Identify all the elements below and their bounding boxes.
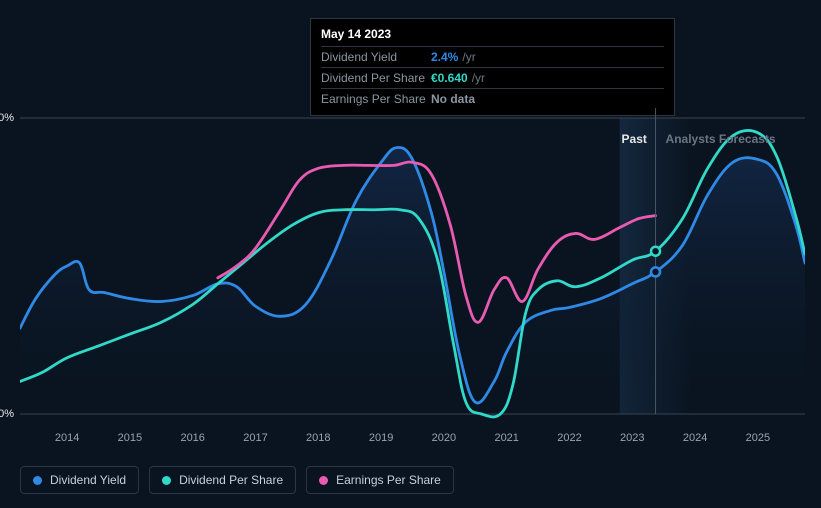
tooltip-row: Dividend Per Share€0.640/yr — [321, 68, 664, 89]
tooltip-row-value: €0.640 — [431, 71, 468, 85]
chart-plot-area: 5.0% 0% — [20, 108, 805, 428]
tooltip-row-label: Dividend Yield — [321, 50, 431, 64]
legend-label: Earnings Per Share — [336, 473, 441, 487]
x-tick: 2019 — [369, 432, 393, 444]
x-axis: 2014 2015 2016 2017 2018 2019 2020 2021 2022 2023… — [20, 428, 805, 448]
x-tick: 2022 — [557, 432, 581, 444]
region-label-forecast: Analysts Forecasts — [666, 132, 776, 146]
x-tick: 2020 — [432, 432, 456, 444]
legend-item-earnings-per-share[interactable]: Earnings Per Share — [306, 466, 454, 494]
x-tick: 2025 — [746, 432, 770, 444]
y-tick-max: 5.0% — [0, 112, 20, 124]
tooltip-row-unit: /yr — [462, 50, 475, 64]
x-tick: 2024 — [683, 432, 707, 444]
x-tick: 2015 — [118, 432, 142, 444]
chart-legend: Dividend Yield Dividend Per Share Earnin… — [20, 466, 454, 494]
tooltip-row-value: 2.4% — [431, 50, 458, 64]
x-tick: 2021 — [494, 432, 518, 444]
x-tick: 2014 — [55, 432, 79, 444]
x-tick: 2016 — [180, 432, 204, 444]
legend-dot-icon — [162, 476, 171, 485]
x-tick: 2018 — [306, 432, 330, 444]
tooltip-row: Dividend Yield2.4% /yr — [321, 47, 664, 68]
legend-label: Dividend Per Share — [179, 473, 283, 487]
tooltip-row-value: No data — [431, 92, 475, 106]
tooltip-row-label: Earnings Per Share — [321, 92, 431, 106]
tooltip-row-unit: /yr — [472, 71, 485, 85]
tooltip-row-label: Dividend Per Share — [321, 71, 431, 85]
legend-item-dividend-yield[interactable]: Dividend Yield — [20, 466, 139, 494]
legend-dot-icon — [33, 476, 42, 485]
chart-tooltip: May 14 2023 Dividend Yield2.4%/yrDividen… — [310, 18, 675, 116]
chart-svg — [20, 108, 805, 428]
tooltip-date: May 14 2023 — [321, 25, 664, 47]
tooltip-row: Earnings Per ShareNo data — [321, 89, 664, 109]
y-tick-min: 0% — [0, 408, 20, 420]
region-label-past: Past — [622, 132, 647, 146]
x-tick: 2017 — [243, 432, 267, 444]
legend-item-dividend-per-share[interactable]: Dividend Per Share — [149, 466, 296, 494]
chart-container: May 14 2023 Dividend Yield2.4%/yrDividen… — [0, 0, 821, 508]
legend-label: Dividend Yield — [50, 473, 126, 487]
legend-dot-icon — [319, 476, 328, 485]
x-tick: 2023 — [620, 432, 644, 444]
